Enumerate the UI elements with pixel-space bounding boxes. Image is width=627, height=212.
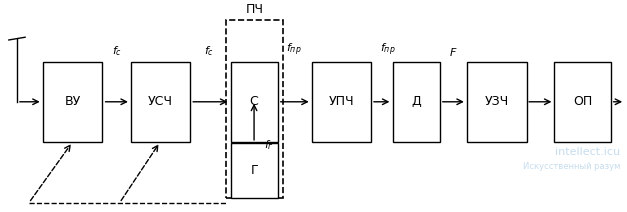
Text: $f_{г}$: $f_{г}$	[264, 138, 274, 152]
Text: $f_c$: $f_c$	[204, 44, 214, 58]
Text: $f_{пр}$: $f_{пр}$	[287, 41, 302, 58]
Text: ВУ: ВУ	[65, 95, 81, 108]
Text: $f_c$: $f_c$	[112, 44, 122, 58]
Bar	[312, 62, 371, 142]
Bar	[43, 62, 102, 142]
Text: УЗЧ: УЗЧ	[485, 95, 509, 108]
Bar	[467, 62, 527, 142]
Text: Д: Д	[411, 95, 421, 108]
Bar	[393, 62, 440, 142]
Text: $F$: $F$	[450, 46, 458, 58]
Bar	[226, 20, 283, 198]
Bar	[130, 62, 190, 142]
Text: УПЧ: УПЧ	[329, 95, 354, 108]
Text: intellect.icu: intellect.icu	[555, 146, 620, 156]
Text: С: С	[250, 95, 258, 108]
Bar	[231, 62, 278, 142]
Text: Г: Г	[250, 164, 258, 177]
Bar	[554, 62, 611, 142]
Text: $f_{пр}$: $f_{пр}$	[379, 41, 395, 58]
Text: ОП: ОП	[573, 95, 592, 108]
Bar	[231, 143, 278, 198]
Text: УСЧ: УСЧ	[148, 95, 172, 108]
Text: ПЧ: ПЧ	[246, 3, 264, 16]
Text: Искусственный разум: Искусственный разум	[523, 162, 620, 171]
